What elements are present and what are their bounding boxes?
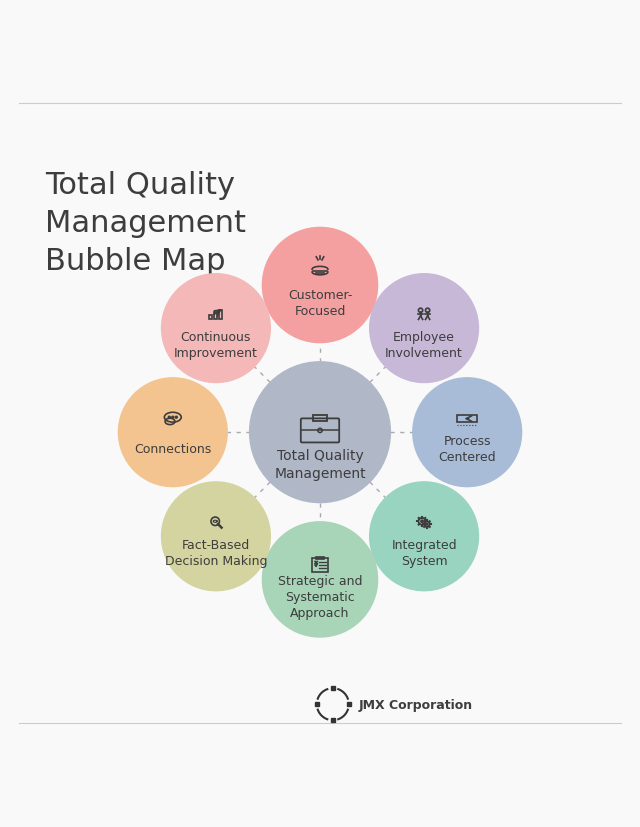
Circle shape: [172, 417, 174, 418]
Circle shape: [118, 378, 227, 487]
Circle shape: [370, 275, 479, 383]
Bar: [331, 718, 335, 723]
Circle shape: [370, 482, 479, 591]
Circle shape: [168, 417, 170, 418]
Text: Customer-
Focused: Customer- Focused: [288, 289, 352, 318]
Bar: [347, 702, 351, 706]
Bar: [315, 702, 319, 706]
Text: Employee
Involvement: Employee Involvement: [385, 331, 463, 360]
Text: Strategic and
Systematic
Approach: Strategic and Systematic Approach: [278, 575, 362, 619]
Bar: [214, 313, 216, 320]
Circle shape: [175, 417, 177, 418]
Bar: [209, 316, 212, 320]
Text: Continuous
Improvement: Continuous Improvement: [174, 331, 258, 360]
Text: Fact-Based
Decision Making: Fact-Based Decision Making: [164, 538, 267, 567]
Text: Integrated
System: Integrated System: [391, 538, 457, 567]
Text: Total Quality
Management: Total Quality Management: [274, 448, 366, 480]
Circle shape: [413, 378, 522, 487]
Circle shape: [161, 482, 270, 591]
Text: Connections: Connections: [134, 442, 211, 456]
Circle shape: [250, 362, 390, 503]
Text: JMX Corporation: JMX Corporation: [358, 698, 472, 711]
Bar: [219, 310, 221, 320]
Text: Total Quality
Management
Bubble Map: Total Quality Management Bubble Map: [45, 170, 246, 276]
Circle shape: [262, 522, 378, 638]
Bar: [331, 686, 335, 691]
Circle shape: [262, 228, 378, 343]
Circle shape: [161, 275, 270, 383]
Text: Process
Centered: Process Centered: [438, 434, 496, 463]
